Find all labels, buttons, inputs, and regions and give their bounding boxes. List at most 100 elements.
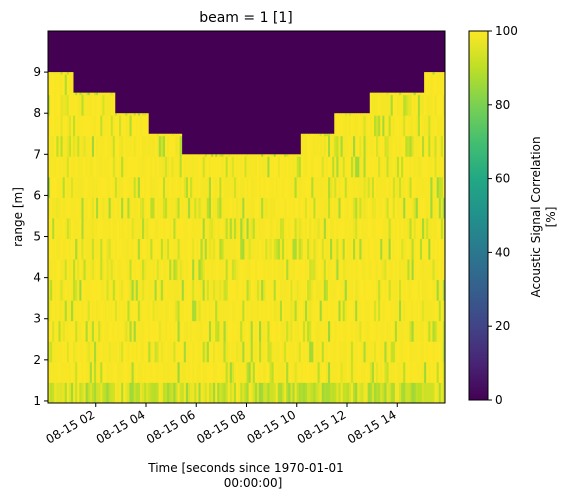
heatmap-cell [223, 176, 227, 198]
heatmap-cell [367, 135, 371, 157]
heatmap-cell [181, 382, 185, 403]
heatmap-cell [279, 197, 283, 219]
heatmap-cell [342, 320, 346, 342]
heatmap-cell [146, 197, 149, 219]
heatmap-cell [338, 197, 341, 219]
heatmap-cell [284, 300, 287, 322]
heatmap-cell [273, 238, 277, 260]
heatmap-cell [311, 197, 314, 219]
heatmap-cell [426, 197, 429, 219]
heatmap-cell [371, 197, 375, 219]
heatmap-cell [54, 300, 57, 322]
heatmap-cell [386, 382, 389, 403]
heatmap-cell [411, 176, 415, 198]
heatmap-cell [233, 361, 237, 383]
heatmap-cell [430, 259, 433, 281]
heatmap-cell [192, 156, 195, 178]
heatmap-cell [58, 94, 61, 116]
heatmap-cell [376, 320, 379, 342]
heatmap-cell [116, 176, 120, 198]
heatmap-cell [64, 197, 68, 219]
heatmap-cell [91, 115, 95, 137]
heatmap-cell [371, 382, 375, 403]
heatmap-cell [388, 300, 392, 322]
heatmap-cell [96, 218, 99, 239]
heatmap-cell [56, 300, 59, 322]
heatmap-cell [338, 361, 341, 383]
heatmap-cell [127, 300, 130, 322]
heatmap-cell [382, 382, 385, 403]
heatmap-cell [353, 115, 356, 137]
heatmap-cell [302, 218, 306, 239]
heatmap-cell [265, 156, 268, 178]
heatmap-cell [54, 135, 57, 157]
heatmap-cell [52, 156, 55, 178]
heatmap-cell [302, 133, 306, 137]
heatmap-cell [104, 320, 107, 342]
heatmap-cell [123, 135, 126, 157]
heatmap-cell [83, 382, 87, 403]
heatmap-cell [231, 176, 235, 198]
heatmap-cell [353, 135, 356, 157]
heatmap-cell [190, 279, 193, 301]
heatmap-cell [91, 320, 95, 342]
heatmap-cell [424, 72, 427, 75]
heatmap-cell [405, 320, 408, 342]
heatmap-cell [415, 259, 419, 281]
heatmap-cell [148, 156, 151, 178]
heatmap-cell [342, 300, 346, 322]
heatmap-cell [119, 341, 122, 363]
heatmap-cell [194, 259, 197, 281]
heatmap-cell [254, 156, 258, 178]
heatmap-cell [169, 361, 172, 383]
heatmap-cell [344, 341, 348, 363]
heatmap-cell [121, 382, 124, 403]
heatmap-cell [405, 218, 408, 239]
heatmap-cell [102, 300, 105, 322]
heatmap-cell [350, 279, 354, 301]
heatmap-cell [217, 341, 220, 363]
heatmap-cell [219, 279, 222, 301]
heatmap-cell [250, 218, 254, 239]
heatmap-cell [290, 154, 293, 157]
heatmap-cell [125, 176, 128, 198]
heatmap-cell [48, 341, 51, 363]
heatmap-cell [154, 279, 158, 301]
heatmap-cell [85, 300, 89, 322]
heatmap-cell [432, 115, 435, 137]
heatmap-cell [254, 341, 258, 363]
heatmap-cell [363, 113, 366, 116]
heatmap-cell [436, 320, 440, 342]
heatmap-cell [81, 197, 84, 219]
heatmap-cell [442, 382, 445, 403]
heatmap-cell [154, 300, 158, 322]
heatmap-cell [75, 176, 78, 198]
heatmap-cell [87, 94, 91, 116]
heatmap-cell [146, 361, 149, 383]
heatmap-cell [315, 382, 318, 403]
heatmap-cell [133, 238, 137, 260]
heatmap-cell [50, 300, 53, 322]
heatmap-cell [302, 320, 306, 342]
heatmap-cell [114, 197, 118, 219]
heatmap-cell [64, 218, 68, 239]
heatmap-cell [373, 382, 377, 403]
heatmap-cell [426, 72, 429, 75]
heatmap-cell [313, 197, 316, 219]
heatmap-cell [273, 156, 277, 178]
heatmap-cell [187, 154, 191, 157]
heatmap-cell [426, 94, 429, 116]
heatmap-cell [390, 94, 394, 116]
heatmap-cell [144, 218, 147, 239]
heatmap-cell [148, 135, 151, 157]
heatmap-cell [171, 279, 174, 301]
heatmap-cell [279, 218, 283, 239]
heatmap-cell [54, 361, 57, 383]
heatmap-cell [409, 218, 412, 239]
heatmap-cell [305, 259, 308, 281]
heatmap-cell [200, 300, 204, 322]
heatmap-cell [89, 94, 93, 116]
heatmap-cell [428, 72, 431, 75]
heatmap-cell [68, 341, 72, 363]
